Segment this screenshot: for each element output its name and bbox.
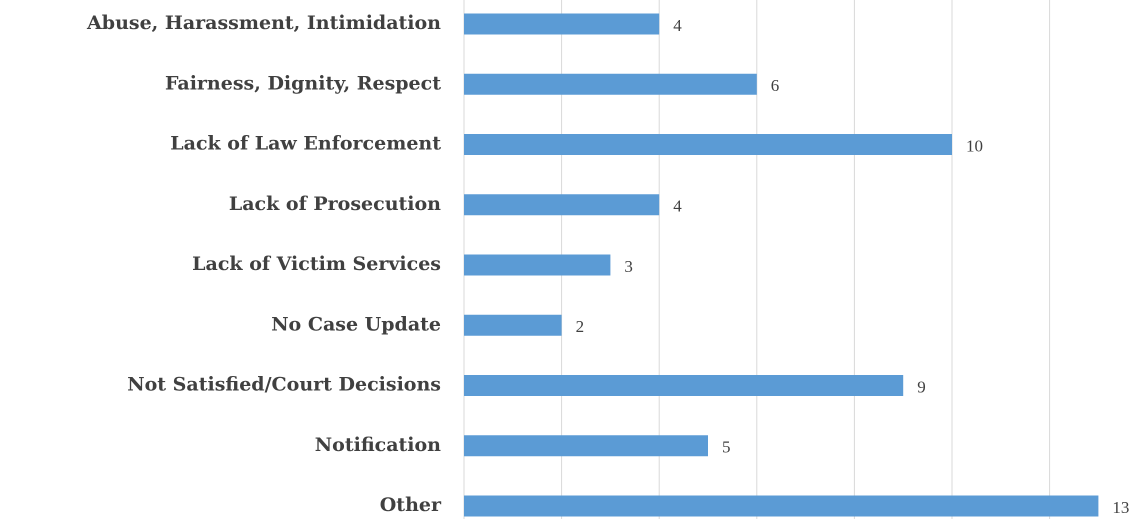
bar — [464, 254, 611, 276]
category-label: Lack of Law Enforcement — [170, 133, 441, 155]
bar — [464, 73, 757, 95]
bar — [464, 314, 562, 336]
bar — [464, 134, 952, 155]
value-label: 4 — [673, 16, 682, 35]
category-label: Notification — [315, 434, 441, 456]
bar — [464, 375, 904, 396]
category-label: Lack of Victim Services — [192, 253, 441, 275]
bar — [464, 194, 660, 216]
category-label: Not Satisfied/Court Decisions — [127, 374, 441, 396]
category-label: Lack of Prosecution — [229, 193, 441, 215]
category-label: Fairness, Dignity, Respect — [165, 72, 441, 94]
value-label: 10 — [966, 136, 983, 155]
value-label: 6 — [771, 76, 780, 95]
value-label: 2 — [576, 317, 585, 336]
category-label: Abuse, Harassment, Intimidation — [86, 12, 441, 34]
value-label: 5 — [722, 438, 731, 457]
bar — [464, 495, 1099, 517]
value-label: 3 — [624, 257, 633, 276]
bar — [464, 13, 660, 35]
value-label: 4 — [673, 197, 682, 216]
bar — [464, 435, 708, 457]
category-label: Other — [380, 494, 442, 516]
category-label: No Case Update — [271, 313, 441, 335]
value-label: 9 — [917, 377, 926, 396]
value-label: 13 — [1112, 498, 1129, 517]
